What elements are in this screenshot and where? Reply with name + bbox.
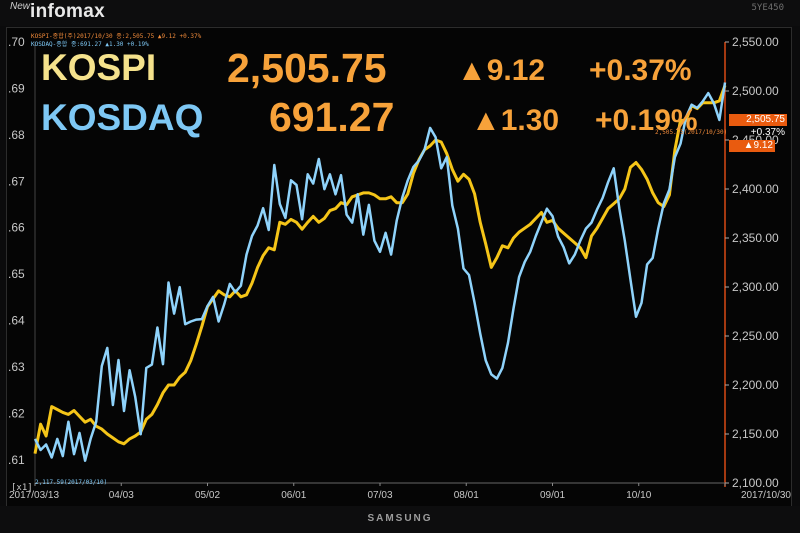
x-tick-label: 06/01 bbox=[281, 490, 306, 501]
x-tick-label: 10/10 bbox=[626, 490, 651, 501]
kospi-pct: +0.37% bbox=[589, 54, 692, 87]
kospi-name: KOSPI bbox=[41, 47, 157, 88]
left-tick-label: .67 bbox=[8, 174, 25, 188]
right-tick-label: 2,150.00 bbox=[732, 427, 779, 441]
right-tick-label: 2,550.00 bbox=[732, 35, 779, 49]
x-tick-label: 2017/10/30 bbox=[741, 490, 791, 501]
monitor-top-bezel: Newinfomax 5YE450 bbox=[0, 0, 800, 26]
monitor-bottom-bezel bbox=[0, 506, 800, 533]
right-tick-label: 2,200.00 bbox=[732, 378, 779, 392]
x-tick-label: 05/02 bbox=[195, 490, 220, 501]
kospi-change: ▲9.12 bbox=[457, 54, 546, 87]
ticker-screen: 2,100.00 2,150.00 2,200.00 2,250.00 2,300.00… bbox=[6, 27, 792, 507]
samsung-logo: SAMSUNG bbox=[367, 513, 433, 524]
left-tick-label: .62 bbox=[8, 406, 25, 420]
legend-kosdaq: KOSDAQ-종합 종:691.27 ▲1.30 +0.19% bbox=[31, 41, 149, 48]
x-tick-label: 08/01 bbox=[454, 490, 479, 501]
kospi-pct-tag: +0.37% bbox=[750, 127, 785, 138]
x-tick-label: 07/03 bbox=[367, 490, 392, 501]
x-tick-label: 09/01 bbox=[540, 490, 565, 501]
right-tick-label: 2,100.00 bbox=[732, 476, 779, 490]
x-tick-label: 04/03 bbox=[109, 490, 134, 501]
right-tick-label: 2,250.00 bbox=[732, 329, 779, 343]
kospi-low-note: 2,117.59(2017/03/10) bbox=[35, 479, 108, 486]
right-tick-label: 2,350.00 bbox=[732, 231, 779, 245]
left-tick-label: .65 bbox=[8, 267, 25, 281]
legend-kospi: KOSPI-종합(주)2017/10/30 종:2,505.75 ▲9.12 +… bbox=[31, 33, 202, 40]
kospi-value: 2,505.75 bbox=[227, 45, 387, 91]
kosdaq-value: 691.27 bbox=[269, 94, 395, 140]
left-tick-label: .70 bbox=[8, 35, 25, 49]
x-marker: [x1] bbox=[11, 483, 33, 493]
right-tick-label: 2,400.00 bbox=[732, 182, 779, 196]
kosdaq-pct: +0.19% bbox=[595, 104, 698, 137]
kospi-high-note: 2,505.75(2017/10/30) bbox=[655, 129, 728, 136]
kosdaq-change: ▲1.30 bbox=[471, 104, 560, 137]
kosdaq-name: KOSDAQ bbox=[41, 97, 204, 138]
left-tick-label: .61 bbox=[8, 453, 25, 467]
brand-name: infomax bbox=[30, 1, 105, 22]
infomax-logo: Newinfomax bbox=[10, 1, 105, 23]
right-tick-label: 2,500.00 bbox=[732, 84, 779, 98]
brand-prefix: New bbox=[10, 1, 31, 12]
left-tick-label: .69 bbox=[8, 81, 25, 95]
left-tick-label: .64 bbox=[8, 314, 25, 328]
left-tick-label: .68 bbox=[8, 128, 25, 142]
screen-model-label: 5YE450 bbox=[751, 3, 784, 13]
right-tick-label: 2,300.00 bbox=[732, 280, 779, 294]
x-tick-label: 2017/03/13 bbox=[9, 490, 59, 501]
kosdaq-series-line bbox=[33, 82, 727, 462]
left-tick-label: .63 bbox=[8, 360, 25, 374]
kospi-change-tag: ▲9.12 bbox=[729, 140, 775, 152]
left-tick-label: .66 bbox=[8, 221, 25, 235]
kospi-series-line bbox=[33, 84, 727, 454]
kospi-value-tag: 2,505.75 bbox=[729, 114, 787, 126]
